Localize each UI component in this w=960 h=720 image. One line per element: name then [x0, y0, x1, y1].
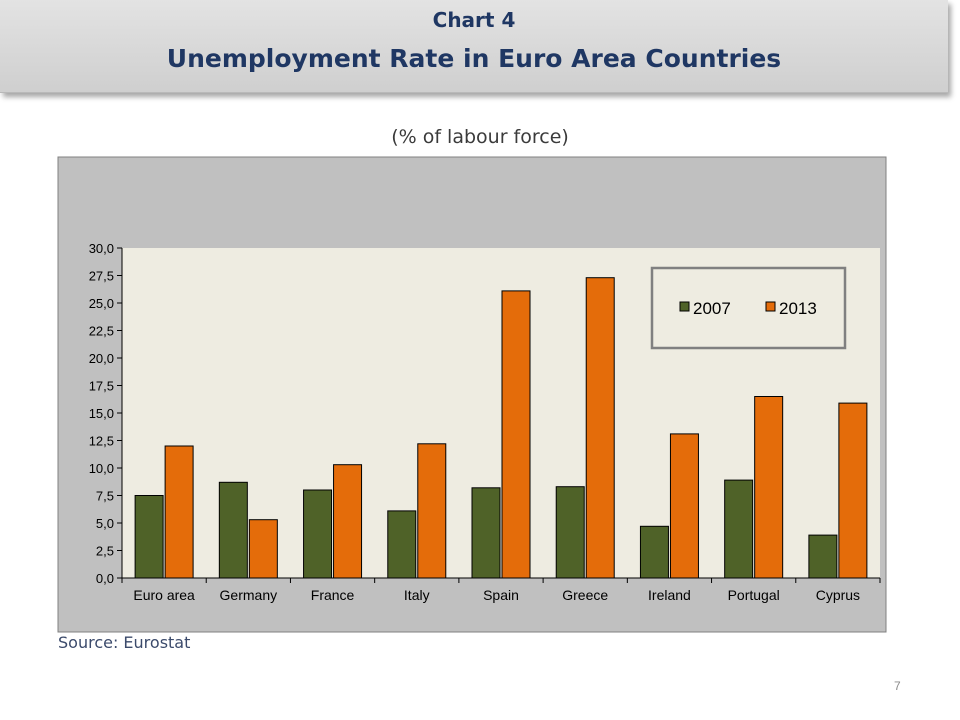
- bar-2007-cyprus: [808, 534, 838, 579]
- y-tick-label: 2,5: [96, 544, 114, 559]
- bar-2013-france: [333, 464, 363, 579]
- bar-2013-cyprus: [838, 402, 868, 579]
- legend: 2007 2013: [650, 266, 847, 350]
- bar-2013-germany: [248, 519, 278, 579]
- bar-2007-france: [303, 489, 333, 579]
- bar-2013-portugal: [754, 396, 784, 579]
- x-tick-label: Greece: [562, 587, 608, 603]
- bars: [134, 277, 868, 579]
- y-tick-label: 5,0: [96, 516, 114, 531]
- x-tick-label: France: [311, 587, 355, 603]
- x-tick-label: Italy: [404, 587, 430, 603]
- bar-2007-italy: [387, 510, 417, 579]
- bar-2013-euro-area: [164, 445, 194, 579]
- bar-2013-italy: [417, 443, 447, 579]
- legend-swatch-2007: [679, 301, 690, 312]
- bar-2007-portugal: [724, 479, 754, 579]
- y-tick-label: 20,0: [89, 351, 114, 366]
- y-tick-label: 22,5: [89, 324, 114, 339]
- bar-2007-spain: [471, 487, 501, 579]
- chart-number: Chart 4: [432, 8, 516, 32]
- bar-2013-ireland: [669, 433, 699, 579]
- y-tick-label: 25,0: [89, 296, 114, 311]
- legend-label-2013: 2013: [779, 299, 817, 318]
- axes: [117, 247, 881, 583]
- y-tick-labels: 0,0 2,5 5,0 7,5 10,0 12,5 15,0 17,5 20,0 22,5 25,0…: [89, 241, 114, 586]
- legend-swatch-2013: [765, 301, 776, 312]
- y-tick-label: 0,0: [96, 571, 114, 586]
- bar-2013-greece: [585, 277, 615, 579]
- y-tick-label: 27,5: [89, 269, 114, 284]
- x-tick-label: Ireland: [648, 587, 691, 603]
- source-note: Source: Eurostat: [58, 633, 191, 652]
- bar-2013-spain: [501, 290, 531, 579]
- x-tick-label: Germany: [220, 587, 278, 603]
- y-tick-label: 17,5: [89, 379, 114, 394]
- y-tick-label: 7,5: [96, 489, 114, 504]
- y-tick-label: 10,0: [89, 461, 114, 476]
- y-tick-label: 30,0: [89, 241, 114, 256]
- chart-title: Unemployment Rate in Euro Area Countries: [166, 44, 782, 73]
- x-tick-label: Portugal: [728, 587, 780, 603]
- bar-2007-ireland: [639, 525, 669, 579]
- y-tick-label: 12,5: [89, 434, 114, 449]
- x-tick-label: Euro area: [133, 587, 195, 603]
- y-tick-label: 15,0: [89, 406, 114, 421]
- page-number: 7: [894, 679, 901, 693]
- bar-2007-greece: [555, 486, 585, 579]
- x-tick-labels: Euro area Germany France Italy Spain Greece Ir…: [133, 587, 860, 603]
- legend-label-2007: 2007: [693, 299, 731, 318]
- x-tick-label: Spain: [483, 587, 519, 603]
- chart-subtitle: (% of labour force): [391, 126, 569, 148]
- x-tick-label: Cyprus: [816, 587, 860, 603]
- bar-2007-euro-area: [134, 495, 164, 579]
- bar-2007-germany: [218, 481, 248, 579]
- slide-header: Chart 4 Unemployment Rate in Euro Area C…: [0, 0, 948, 93]
